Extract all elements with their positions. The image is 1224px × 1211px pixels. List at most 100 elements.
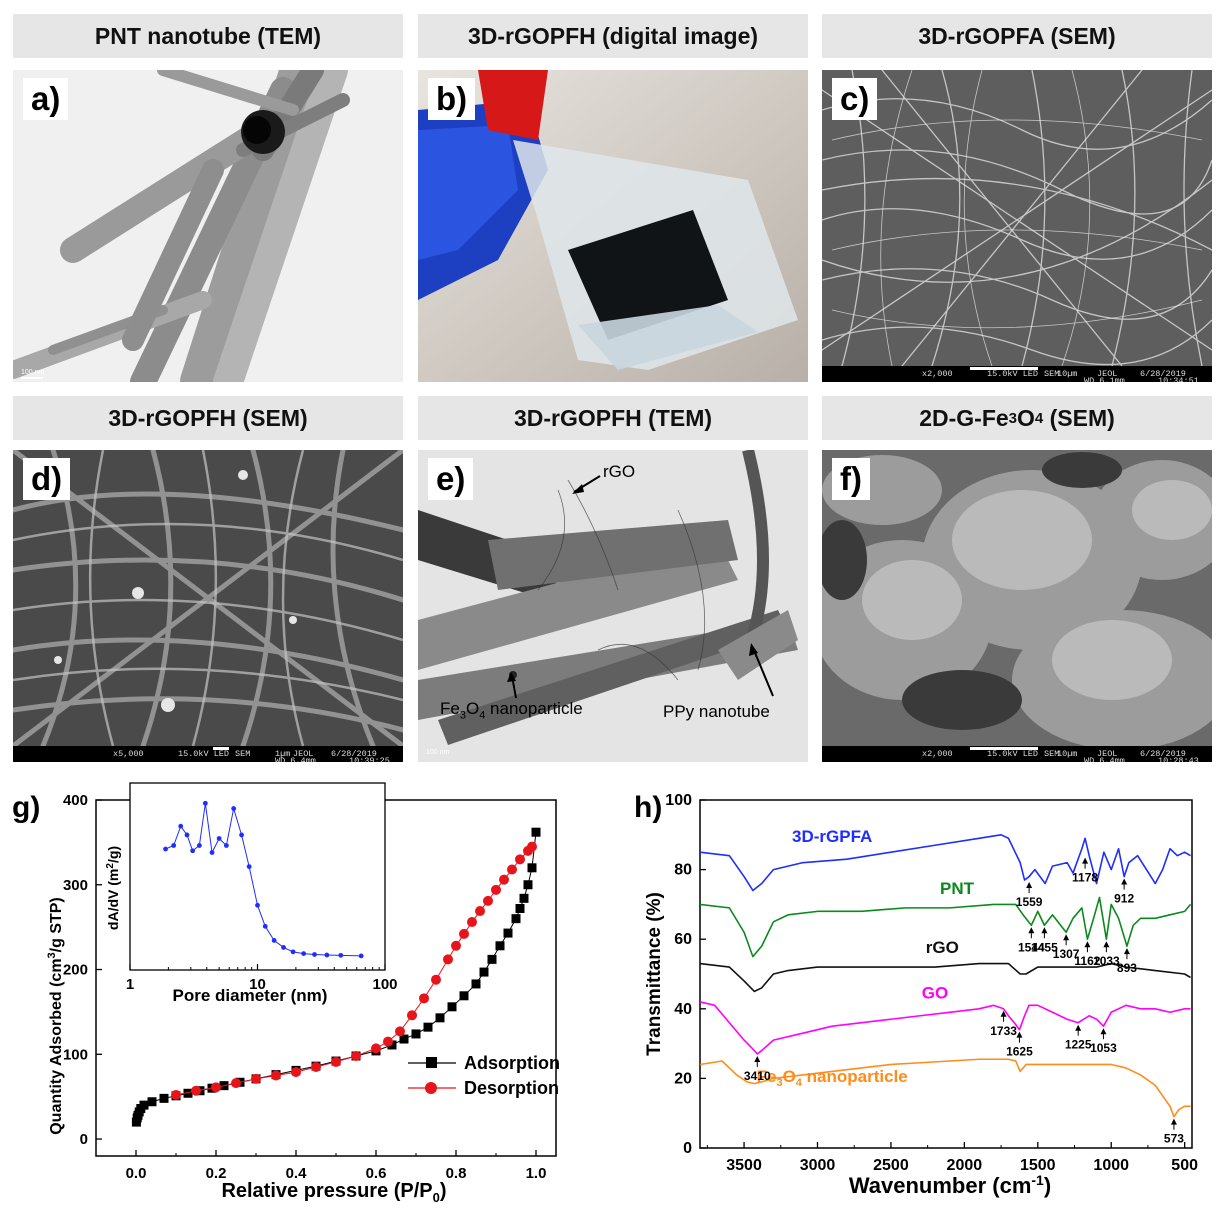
inset-point [171, 843, 177, 848]
desorption-point [451, 940, 461, 951]
peak-arrowhead [1000, 1010, 1007, 1017]
chart-g-label: g) [12, 791, 40, 824]
desorption-point [171, 1089, 181, 1100]
inset-x-tick-label: 100 [372, 976, 397, 993]
peak-label: 893 [1117, 961, 1137, 975]
inset-point [255, 902, 260, 908]
adsorption-point [495, 941, 505, 951]
desorption-point [331, 1056, 341, 1067]
panel-f-info-bar: x2,000 15.0kV LED SEM 10µm JEOL WD 6.4mm… [822, 746, 1212, 762]
peak-label: 1625 [1006, 1045, 1033, 1059]
y-tick-label: 0 [683, 1140, 692, 1157]
inset-ylabel: dA/dV (m2/g) [105, 846, 121, 930]
inset-xlabel: Pore diameter (nm) [173, 986, 328, 1005]
series-line-0 [699, 833, 1191, 892]
annotation-ppy-arrow [749, 643, 774, 697]
desorption-point [191, 1085, 201, 1096]
peak-label: 1178 [1072, 871, 1098, 885]
sem-aggregates-image [822, 450, 1212, 746]
inset-point [239, 832, 244, 838]
inset-point [338, 952, 344, 958]
panel-c-label: c) [832, 78, 878, 120]
series-label-4: Fe3O4 nanoparticle [757, 1067, 908, 1089]
adsorption-point [159, 1093, 169, 1103]
desorption-point [467, 917, 477, 928]
desorption-point [271, 1070, 281, 1081]
vial-photo [418, 70, 808, 382]
y-tick-label: 100 [665, 792, 692, 809]
peak-arrowhead [1063, 934, 1070, 941]
desorption-point [483, 895, 493, 906]
x-tick-label: 1500 [1020, 1157, 1056, 1174]
inset-point [223, 843, 229, 848]
desorption-point [459, 928, 469, 939]
peak-arrowhead [1082, 857, 1089, 864]
panel-a-header: PNT nanotube (TEM) [13, 14, 403, 58]
desorption-point [231, 1078, 241, 1089]
desorption-point [351, 1050, 361, 1061]
series-line-1 [699, 896, 1192, 958]
sem-fibers-image [822, 70, 1212, 366]
y-tick-label: 400 [63, 792, 88, 809]
inset-point [231, 806, 237, 811]
panel-e-image: e) rGO Fe3O4 nanoparticle PPy nanotube 1… [418, 450, 808, 762]
inset-point [324, 952, 330, 958]
inset-point [202, 800, 208, 806]
peak-arrowhead [1028, 927, 1035, 934]
desorption-point [431, 974, 441, 985]
peak-arrowhead [1100, 1028, 1107, 1035]
peak-label: 1455 [1031, 940, 1058, 954]
series-line-3 [699, 1001, 1191, 1055]
chart-g-ylabel: Quantity Adsorbed (cm3/g STP) [46, 897, 65, 1135]
inset-point [184, 832, 190, 838]
chart-h-xlabel: Wavenumber (cm-1) [849, 1172, 1051, 1198]
series-label-1: PNT [940, 879, 975, 898]
panel-a-scalebar [21, 377, 43, 379]
peak-arrowhead [1121, 878, 1128, 885]
adsorption-point [399, 1034, 409, 1044]
annotation-ppy: PPy nanotube [663, 702, 770, 721]
inset-point [209, 850, 215, 855]
inset-point [271, 938, 277, 943]
peak-label: 1225 [1065, 1038, 1092, 1052]
panel-e-scale: 100 nm [426, 749, 450, 756]
peak-arrowhead [1170, 1118, 1177, 1125]
y-tick-label: 0 [80, 1131, 88, 1148]
x-tick-label: 2500 [873, 1157, 909, 1174]
x-tick-label: 3000 [800, 1157, 836, 1174]
peak-arrowhead [1075, 1024, 1082, 1031]
peak-arrowhead [1026, 882, 1033, 889]
desorption-point [499, 874, 509, 885]
panel-c-image: x2,000 15.0kV LED SEM 10µm JEOL WD 6.1mm… [822, 70, 1212, 382]
annotation-fe3o4: Fe3O4 nanoparticle [440, 699, 583, 722]
peak-label: 1033 [1093, 954, 1120, 968]
adsorption-point [527, 863, 537, 873]
tem-nanotube-image [13, 70, 403, 382]
x-tick-label: 1000 [1093, 1157, 1129, 1174]
series-line-4 [699, 1058, 1191, 1118]
panel-a-image: a) 100 nm [13, 70, 403, 382]
adsorption-point [515, 903, 525, 913]
x-tick-label: 1.0 [526, 1165, 547, 1182]
x-tick-label: 0.6 [366, 1165, 387, 1182]
panel-e-header: 3D-rGOPFH (TEM) [418, 396, 808, 440]
chart-g: g) 0.0 0.2 0.4 0.6 0.8 1.0 0 100 200 300 400 Relat… [12, 782, 560, 1205]
desorption-point [371, 1043, 381, 1054]
adsorption-point [479, 967, 489, 977]
desorption-point [475, 906, 485, 917]
adsorption-point [523, 880, 533, 890]
panel-c-info-bar: x2,000 15.0kV LED SEM 10µm JEOL WD 6.1mm… [822, 366, 1212, 382]
panel-f-image: x2,000 15.0kV LED SEM 10µm JEOL WD 6.4mm… [822, 450, 1212, 762]
adsorption-point [435, 1013, 445, 1023]
panel-f-header: 2D-G-Fe 3 O 4 (SEM) [822, 396, 1212, 440]
peak-label: 1053 [1090, 1041, 1117, 1055]
panel-e-label: e) [428, 458, 474, 500]
inset-point [178, 823, 184, 829]
peak-label: 912 [1114, 892, 1134, 906]
inset-x-tick-label: 1 [126, 976, 134, 993]
adsorption-point [147, 1097, 157, 1107]
y-tick-label: 60 [674, 931, 692, 948]
panel-f-label: f) [832, 458, 870, 500]
panel-a-label: a) [23, 78, 69, 120]
series-label-0: 3D-rGPFA [792, 827, 872, 846]
